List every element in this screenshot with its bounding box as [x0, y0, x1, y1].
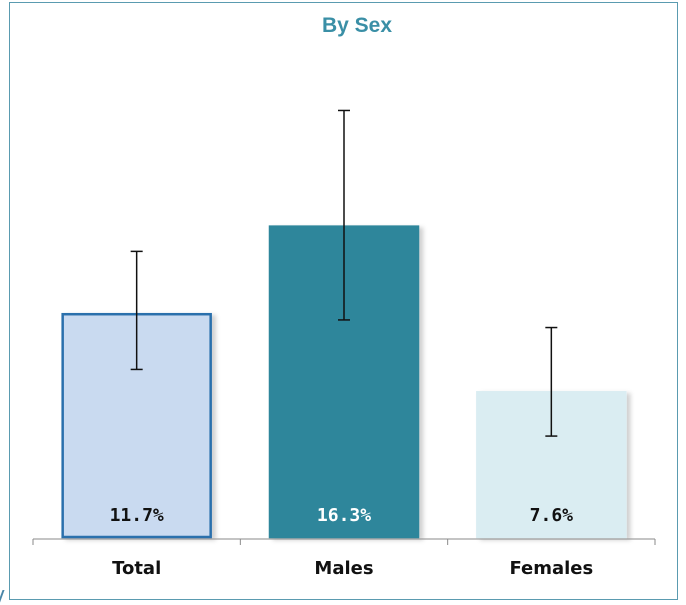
category-label-females: Females: [509, 558, 593, 579]
plot-area: 11.7% Total 16.3% Males 7.6% Females: [32, 109, 656, 579]
value-label-males: 16.3%: [317, 505, 371, 526]
value-label-total: 11.7%: [110, 505, 164, 526]
category-label-total: Total: [112, 558, 161, 579]
value-label-females: 7.6%: [530, 505, 574, 526]
chart-title: By Sex: [322, 14, 392, 37]
category-label-males: Males: [314, 558, 373, 579]
